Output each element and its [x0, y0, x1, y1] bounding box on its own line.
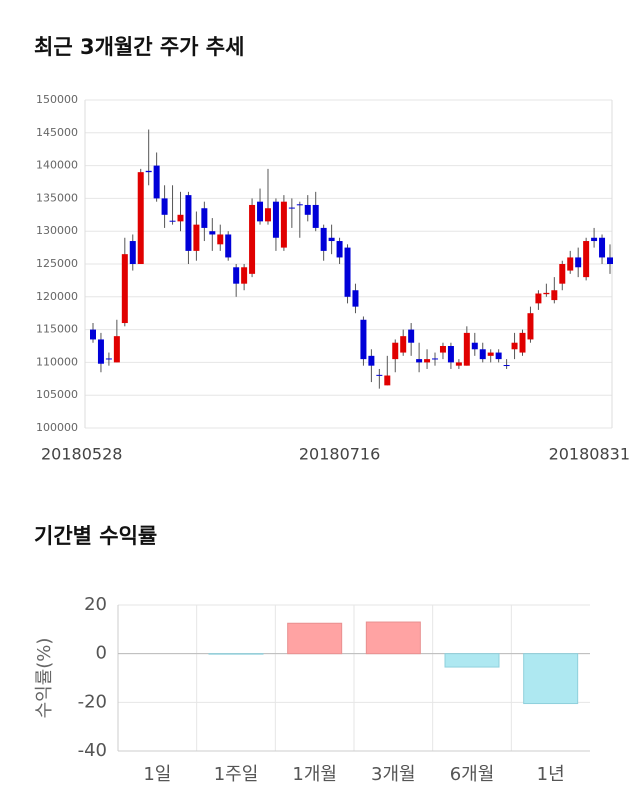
y-tick-label: 145000: [36, 126, 78, 139]
candle-body: [272, 201, 279, 238]
candle-body: [264, 208, 271, 222]
x-tick-label: 1일: [143, 764, 171, 785]
candle-body: [320, 227, 327, 251]
candle-body: [105, 358, 112, 360]
y-axis-title: 수익률(%): [34, 638, 55, 719]
candle-body: [455, 362, 462, 366]
candle-body: [400, 336, 407, 353]
candle-body: [257, 201, 264, 222]
candle-body: [201, 208, 208, 228]
candle-body: [225, 234, 232, 258]
y-tick-label: 140000: [36, 159, 78, 172]
chart-title: 최근 3개월간 주가 추세: [34, 35, 244, 59]
candle-body: [137, 172, 144, 264]
candle-body: [177, 214, 184, 222]
candle-body: [113, 336, 120, 363]
candle-body: [416, 359, 423, 363]
x-tick-label: 1년: [537, 764, 565, 785]
candle-body: [463, 332, 470, 366]
bar: [523, 653, 579, 705]
candle-body: [129, 241, 136, 264]
y-tick-label: -40: [78, 740, 107, 761]
y-tick-label: 150000: [36, 93, 78, 106]
candle-body: [599, 237, 606, 258]
candle-body: [304, 204, 311, 215]
candle-body: [607, 257, 613, 264]
x-tick-label: 20180716: [299, 445, 380, 464]
candle-body: [360, 319, 367, 360]
y-tick-label: -20: [78, 691, 107, 712]
candle-body: [97, 339, 104, 364]
candle-body: [344, 247, 351, 297]
candle-body: [153, 165, 160, 199]
candle-body: [145, 170, 152, 173]
candle-body: [527, 313, 534, 340]
candle-body: [495, 352, 502, 360]
x-tick-label: 3개월: [371, 764, 416, 785]
candle-body: [567, 257, 574, 271]
candle-body: [296, 204, 303, 206]
candle-body: [447, 346, 454, 363]
candle-body: [185, 195, 192, 251]
y-tick-label: 130000: [36, 224, 78, 237]
bar: [444, 653, 500, 668]
y-tick-label: 20: [84, 594, 107, 615]
candle-body: [161, 198, 168, 215]
candle-body: [312, 204, 319, 228]
candle-body: [392, 342, 399, 360]
candle-body: [511, 342, 518, 350]
candle-body: [217, 234, 224, 245]
candle-body: [519, 332, 526, 353]
candle-body: [575, 257, 582, 268]
y-tick-label: 135000: [36, 191, 78, 204]
y-tick-label: 125000: [36, 257, 78, 270]
candle-body: [169, 220, 176, 222]
candle-body: [352, 290, 359, 307]
candle-body: [209, 231, 216, 235]
candle-body: [551, 290, 558, 301]
candle-body: [249, 204, 256, 274]
candle-body: [503, 365, 510, 367]
x-tick-label: 1주일: [214, 764, 259, 785]
candle-body: [376, 374, 383, 376]
candle-body: [121, 254, 128, 324]
candle-body: [424, 359, 431, 363]
candle-body: [90, 329, 96, 340]
candle-body: [408, 329, 415, 343]
candle-body: [487, 352, 494, 356]
candle-body: [288, 207, 295, 209]
candle-body: [384, 375, 391, 386]
candle-body: [368, 355, 375, 366]
candle-body: [543, 292, 550, 295]
y-tick-label: 110000: [36, 355, 78, 368]
candle-body: [535, 293, 542, 304]
y-tick-label: 105000: [36, 388, 78, 401]
bar: [287, 622, 343, 655]
x-tick-label: 20180831: [549, 445, 630, 464]
bar: [365, 621, 421, 655]
candle-body: [471, 342, 478, 350]
candle-body: [241, 267, 248, 284]
y-tick-label: 100000: [36, 421, 78, 434]
candle-body: [591, 237, 598, 242]
candle-body: [432, 358, 439, 360]
chart-title: 기간별 수익률: [34, 524, 157, 548]
candle-body: [193, 224, 200, 251]
candle-body: [280, 201, 287, 248]
x-tick-label: 6개월: [450, 764, 495, 785]
candle-body: [328, 237, 335, 242]
y-tick-label: 115000: [36, 323, 78, 336]
x-tick-label: 1개월: [292, 764, 337, 785]
y-tick-label: 120000: [36, 290, 78, 303]
candle-body: [479, 349, 486, 360]
candle-body: [336, 241, 343, 258]
y-tick-label: 0: [96, 643, 107, 664]
candle-body: [559, 264, 566, 284]
candle-body: [233, 267, 240, 284]
candle-body: [439, 346, 446, 353]
x-tick-label: 20180528: [41, 445, 122, 464]
candle-body: [583, 241, 590, 278]
